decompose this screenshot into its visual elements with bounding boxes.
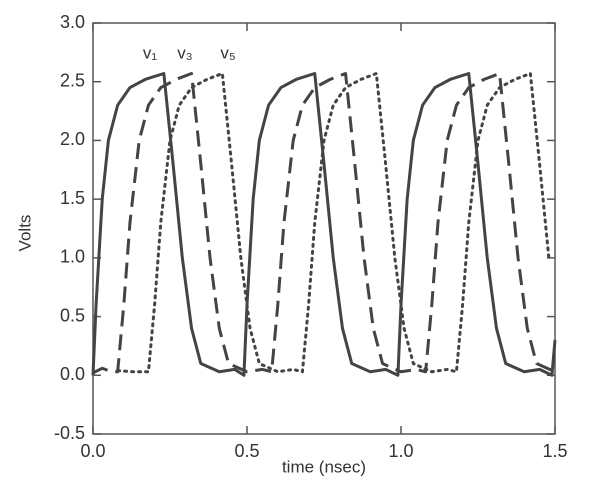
series-annotation: v₁ (143, 43, 158, 62)
x-tick-label: 0.0 (80, 441, 105, 461)
x-tick-label: 0.5 (234, 441, 259, 461)
x-tick-label: 1.0 (388, 441, 413, 461)
y-tick-label: 2.0 (60, 129, 85, 149)
y-tick-label: 0.0 (60, 364, 85, 384)
y-tick-label: 3.0 (60, 12, 85, 32)
y-axis-label: Volts (15, 215, 34, 252)
series-annotation: v₃ (177, 43, 192, 62)
y-tick-label: 2.5 (60, 70, 85, 90)
y-tick-label: -0.5 (54, 423, 85, 443)
plot-frame (92, 22, 556, 435)
y-tick-label: 1.5 (60, 188, 85, 208)
series-line (91, 71, 557, 377)
series-line (116, 71, 551, 374)
y-tick-label: 1.0 (60, 247, 85, 267)
y-tick-label: 0.5 (60, 305, 85, 325)
x-tick-label: 1.5 (542, 441, 567, 461)
series-line (92, 71, 556, 375)
x-axis-label: time (nsec) (282, 457, 366, 476)
series-annotation: v₅ (220, 43, 235, 62)
